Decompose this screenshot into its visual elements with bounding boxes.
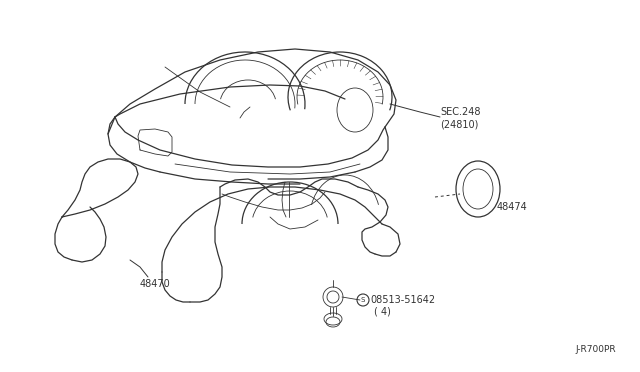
Text: (24810): (24810) bbox=[440, 119, 478, 129]
Text: S: S bbox=[361, 297, 365, 303]
Text: J-R700PR: J-R700PR bbox=[575, 346, 616, 355]
Text: 08513-51642: 08513-51642 bbox=[370, 295, 435, 305]
Text: 48474: 48474 bbox=[497, 202, 528, 212]
Text: 48470: 48470 bbox=[140, 279, 171, 289]
Text: ( 4): ( 4) bbox=[374, 307, 391, 317]
Text: SEC.248: SEC.248 bbox=[440, 107, 481, 117]
